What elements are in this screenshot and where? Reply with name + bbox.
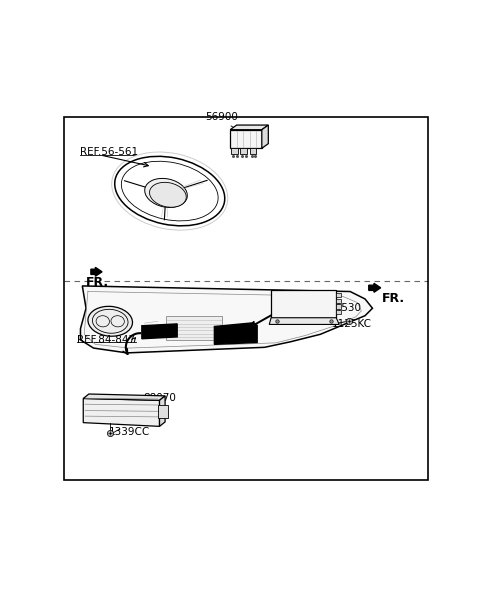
Ellipse shape [88,306,132,336]
Polygon shape [230,125,268,130]
FancyArrow shape [91,268,102,276]
Bar [336,293,341,297]
Text: 84530: 84530 [328,303,361,313]
Text: REF.56-561: REF.56-561 [81,147,139,157]
Bar [336,310,341,314]
FancyArrow shape [369,284,381,292]
Ellipse shape [149,182,186,207]
Text: 56900: 56900 [205,112,238,123]
Polygon shape [81,286,372,353]
Polygon shape [271,290,336,318]
Text: 1339CC: 1339CC [108,427,150,437]
Bar [336,304,341,308]
Ellipse shape [144,178,187,207]
Polygon shape [83,398,159,426]
Bar [166,316,222,340]
Bar [231,149,238,155]
Polygon shape [230,130,262,149]
Polygon shape [142,324,177,339]
Text: 88070: 88070 [144,392,177,403]
Bar [240,149,247,155]
Bar [157,405,168,418]
Polygon shape [262,125,268,149]
Polygon shape [83,394,165,400]
Text: FR.: FR. [382,291,405,304]
Polygon shape [215,323,257,345]
Text: 1125KC: 1125KC [332,319,372,329]
Bar [336,298,341,303]
Polygon shape [159,396,165,426]
Bar [250,149,256,155]
Polygon shape [269,318,339,324]
Text: REF.84-847: REF.84-847 [77,335,135,345]
Text: FR.: FR. [86,275,109,288]
